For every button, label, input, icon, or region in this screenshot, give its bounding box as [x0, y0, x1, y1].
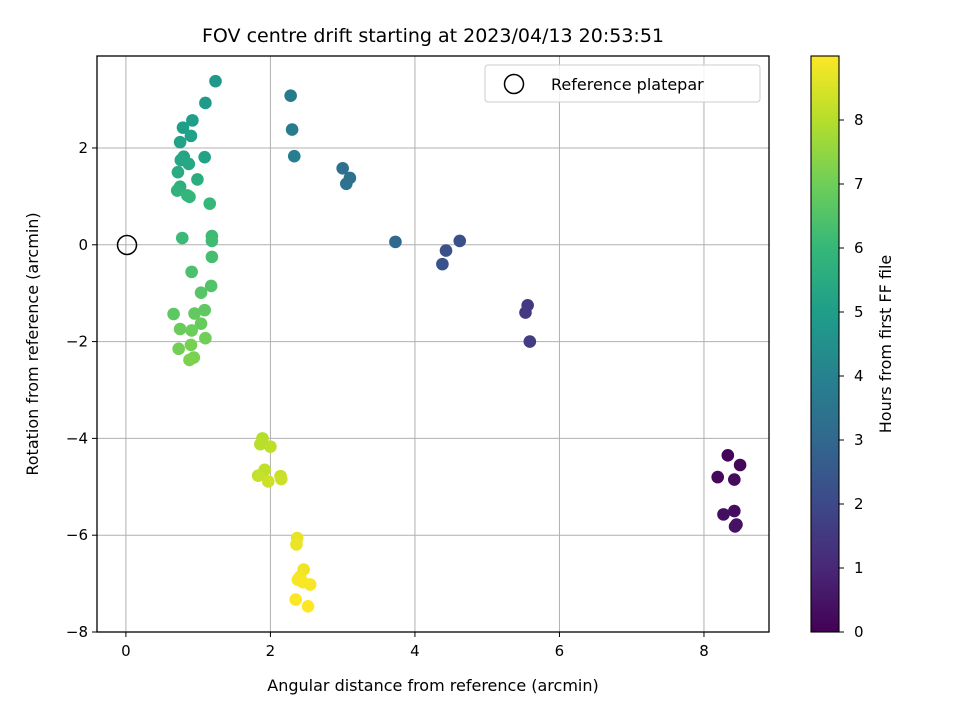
y-tick-label: −6: [66, 526, 88, 544]
data-point: [171, 165, 185, 179]
grid-lines: [97, 56, 769, 633]
colorbar-tick-label: 2: [854, 495, 864, 513]
data-point: [173, 135, 187, 149]
y-tick-label: 0: [78, 236, 88, 254]
data-point: [728, 520, 742, 533]
plot-area-frame: [96, 55, 770, 633]
data-point: [523, 335, 537, 348]
data-point: [199, 96, 212, 110]
data-point: [184, 338, 198, 352]
data-point: [173, 322, 187, 336]
data-point: [519, 306, 532, 319]
data-point: [170, 184, 184, 197]
legend-box: [484, 64, 761, 103]
data-point: [261, 475, 275, 488]
data-point: [172, 342, 185, 356]
data-point: [733, 458, 747, 472]
data-point: [284, 89, 297, 102]
data-point: [183, 353, 196, 367]
data-point: [191, 173, 204, 186]
data-point: [204, 279, 218, 293]
legend-label-reference: Reference platepar: [551, 75, 704, 94]
data-point: [184, 129, 198, 143]
data-point: [728, 473, 741, 486]
chart-title: FOV centre drift starting at 2023/04/13 …: [202, 25, 664, 47]
x-axis-ticks: 0 2 4 6 8: [121, 632, 709, 660]
data-point: [198, 150, 211, 164]
x-tick-label: 6: [555, 642, 565, 660]
data-point: [254, 437, 267, 451]
data-points: [167, 74, 747, 613]
colorbar-label: Hours from first FF file: [876, 255, 895, 434]
data-point: [296, 575, 310, 589]
data-point: [185, 324, 198, 337]
legend-reference-marker: [503, 73, 525, 95]
colorbar-tick-label: 7: [854, 175, 864, 193]
x-tick-label: 2: [266, 642, 276, 660]
data-point: [205, 250, 219, 264]
data-point: [198, 303, 211, 317]
data-point: [289, 593, 303, 606]
reference-platepar-marker: [116, 234, 138, 256]
x-axis-label: Angular distance from reference (arcmin): [267, 676, 598, 695]
data-point: [209, 74, 222, 88]
colorbar: 0 1 2 3 4 5 6 7 8 Hours from first FF file: [810, 55, 895, 641]
data-point: [711, 470, 724, 484]
x-tick-label: 8: [699, 642, 709, 660]
data-point: [203, 197, 217, 210]
x-tick-label: 0: [121, 642, 131, 660]
y-axis-label: Rotation from reference (arcmin): [23, 212, 42, 475]
data-point: [439, 244, 453, 257]
x-tick-label: 4: [410, 642, 420, 660]
data-point: [199, 331, 212, 345]
data-point: [721, 449, 735, 462]
y-tick-label: −8: [66, 623, 88, 641]
data-point: [290, 538, 303, 551]
data-point: [389, 235, 402, 249]
data-point: [182, 157, 196, 171]
colorbar-gradient: [810, 55, 840, 633]
data-point: [175, 231, 189, 245]
colorbar-tick-label: 0: [854, 623, 864, 641]
data-point: [285, 123, 299, 136]
data-point: [336, 161, 349, 175]
data-point: [728, 504, 741, 518]
legend: Reference platepar: [484, 64, 761, 103]
y-tick-label: 2: [78, 139, 88, 157]
data-point: [717, 508, 730, 521]
data-point: [167, 307, 180, 321]
data-point: [205, 234, 219, 248]
colorbar-tick-label: 6: [854, 239, 864, 257]
data-point: [453, 234, 467, 248]
colorbar-tick-label: 1: [854, 559, 864, 577]
data-point: [194, 317, 208, 330]
data-point: [436, 257, 449, 271]
y-tick-label: −2: [66, 333, 88, 351]
data-point: [274, 472, 288, 486]
data-point: [301, 600, 315, 613]
colorbar-tick-label: 8: [854, 111, 864, 129]
data-point: [186, 114, 199, 127]
data-point: [194, 286, 208, 299]
data-point: [176, 121, 190, 134]
y-tick-label: −4: [66, 429, 88, 447]
data-point: [264, 440, 277, 453]
colorbar-tick-label: 5: [854, 303, 864, 321]
data-point: [183, 190, 196, 204]
data-point: [339, 177, 353, 191]
colorbar-tick-label: 3: [854, 431, 864, 449]
data-point: [185, 265, 198, 279]
colorbar-tick-label: 4: [854, 367, 864, 385]
y-axis-ticks: −8 −6 −4 −2 0 2: [66, 139, 97, 641]
data-point: [188, 307, 201, 320]
colorbar-ticks: 0 1 2 3 4 5 6 7 8: [839, 111, 864, 641]
data-point: [251, 469, 265, 482]
data-point: [287, 149, 301, 163]
